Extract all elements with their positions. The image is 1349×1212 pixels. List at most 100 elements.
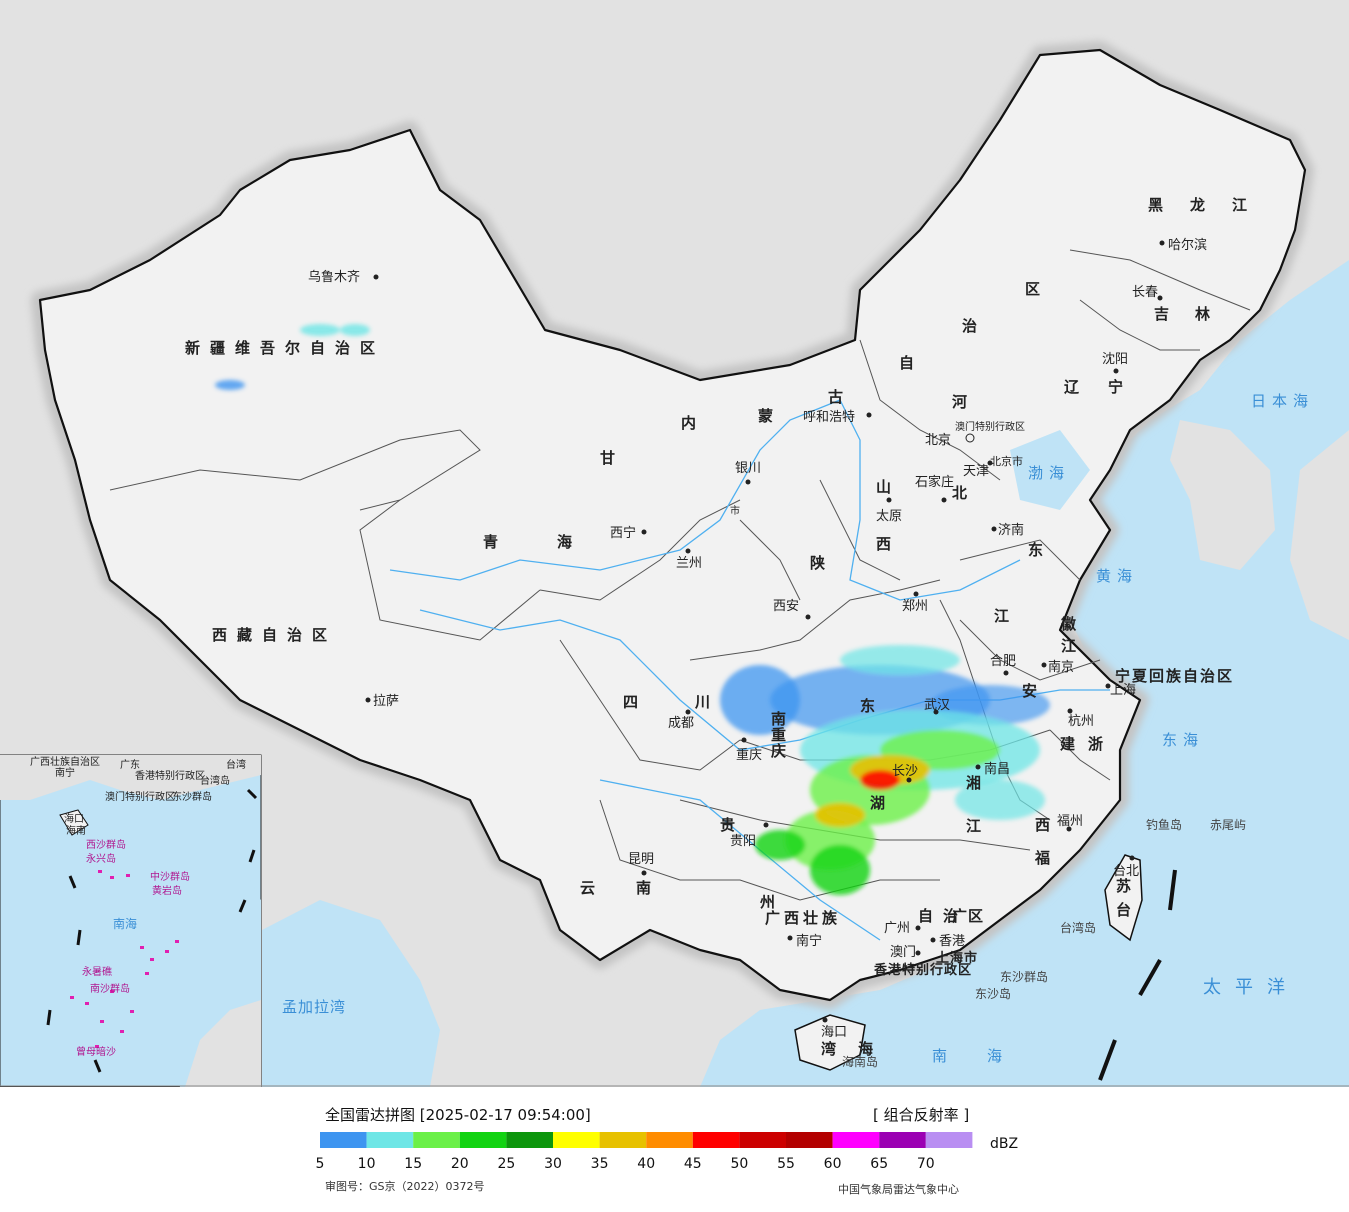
product-label: [ 组合反射率 ] — [873, 1106, 969, 1124]
color-scale-ticks: 5 10 15 20 25 30 35 40 45 50 55 60 65 70 — [316, 1156, 935, 1172]
label-hai-hn: 湾 — [821, 1040, 846, 1058]
city-nanchang: 南昌 — [984, 761, 1010, 777]
label-he-hb: 河 — [952, 393, 977, 411]
label-shanghai: 宁夏回族自治区 — [1115, 667, 1234, 685]
label-shaan: 陕 — [810, 554, 835, 572]
color-swatch — [506, 1132, 553, 1148]
label-gui: 贵 — [720, 816, 745, 834]
inset-yongshu: 永暑礁 — [82, 965, 112, 978]
inset-hainan: 海南 — [66, 824, 86, 837]
city-dots — [365, 240, 1165, 1023]
color-swatch — [832, 1132, 880, 1148]
label-ning: 宁 — [1108, 378, 1133, 396]
label-xinjiang: 新疆维吾尔自治区 — [185, 339, 385, 357]
color-swatch — [879, 1132, 926, 1148]
label-lin: 林 — [1195, 305, 1220, 323]
sea-japan: 日本海 — [1251, 392, 1314, 410]
label-hai: 海 — [557, 533, 582, 551]
inset-nanning: 南宁 — [55, 766, 75, 779]
color-swatch — [366, 1132, 414, 1148]
inset-huangyan: 黄岩岛 — [152, 884, 182, 897]
label-xiang: 湖 — [870, 794, 895, 812]
inset-haikou: 海口 — [64, 812, 84, 825]
city-chongqing: 重庆 — [736, 747, 762, 763]
label-jian: 福 — [1034, 849, 1060, 867]
sea-huanghai: 黄海 — [1096, 567, 1138, 585]
label-tianjin: 北京市 — [990, 454, 1023, 468]
inset-yongxing: 永兴岛 — [86, 852, 116, 865]
city-changchun: 长春 — [1132, 285, 1158, 300]
unit-label: dBZ — [990, 1136, 1018, 1152]
island-dongsha-dao: 东沙岛 — [975, 986, 1011, 1001]
label-qing: 青 — [483, 533, 508, 551]
label-an: 江 — [994, 607, 1019, 625]
sea-bohai: 渤海 — [1028, 464, 1070, 482]
radar-echoes — [215, 324, 1050, 895]
sea-nanhai: 南海 — [932, 1047, 1042, 1065]
legend-title: 全国雷达拼图 [2025-02-17 09:54:00] — [325, 1106, 591, 1124]
color-swatch — [925, 1132, 973, 1148]
tick-label: 35 — [591, 1156, 609, 1172]
inset-nansha: 南沙群岛 — [90, 982, 130, 995]
label-jiang-hlj: 江 — [1232, 196, 1257, 214]
label-qu: 区 — [1025, 280, 1050, 298]
inset-zhongsha: 中沙群岛 — [150, 870, 190, 883]
city-hangzhou: 杭州 — [1068, 714, 1094, 729]
label-ji: 吉 — [1154, 305, 1179, 323]
label-hk: 上海市 — [936, 950, 978, 966]
label-jiang-zj: 浙 — [1088, 735, 1113, 753]
label-guangxi: 州 — [759, 893, 779, 911]
label-nan-hn: 海 — [858, 1040, 883, 1058]
inset-macau: 澳门特别行政区 — [105, 790, 175, 803]
city-taiyuan: 太原 — [876, 509, 902, 524]
city-shijiazhuang: 石家庄 — [915, 474, 954, 490]
tick-label: 40 — [637, 1156, 655, 1172]
city-guiyang: 贵阳 — [730, 834, 756, 849]
credit: 中国气象局雷达气象中心 — [838, 1182, 959, 1196]
label-wan: 台 — [1116, 901, 1141, 919]
label-hei: 黑 — [1148, 196, 1173, 214]
tick-label: 25 — [497, 1156, 515, 1172]
inset-guangdong: 广东 — [120, 758, 140, 771]
inset-taiwan-dao: 台湾岛 — [200, 774, 230, 787]
tick-label: 45 — [684, 1156, 702, 1172]
city-nanjing: 南京 — [1048, 659, 1074, 675]
tick-label: 20 — [451, 1156, 469, 1172]
tick-label: 70 — [917, 1156, 935, 1172]
label-tai: 苏 — [1116, 877, 1141, 895]
city-nanning: 南宁 — [796, 933, 822, 949]
label-zhe: 建 — [1060, 735, 1085, 753]
label-gan: 甘 — [600, 449, 625, 467]
city-shanghai: 上海 — [1110, 683, 1136, 698]
city-beijing: 北京 — [925, 433, 951, 448]
label-ningxia: 市 — [728, 504, 740, 516]
label-macau: 香港特别行政区 — [873, 962, 972, 978]
inset-xisha: 西沙群岛 — [86, 838, 126, 851]
label-hui: 安 — [1022, 682, 1047, 700]
island-chiwei: 赤尾屿 — [1210, 818, 1246, 832]
inset-guangxi: 广西壮族自治区 — [30, 755, 100, 768]
label-nei: 内 — [681, 414, 706, 432]
color-swatch — [739, 1132, 786, 1148]
city-hohhot: 呼和浩特 — [803, 410, 855, 425]
label-bei-hb: 北 — [952, 484, 977, 502]
city-fuzhou: 福州 — [1057, 814, 1083, 829]
city-guangzhou: 广州 — [884, 921, 910, 936]
city-chengdu: 成都 — [668, 716, 694, 731]
label-shan-sx: 山 — [876, 478, 901, 496]
legend-panel: 全国雷达拼图 [2025-02-17 09:54:00] [ 组合反射率 ] 5… — [0, 1087, 1349, 1208]
label-zhong: 南 — [771, 710, 796, 728]
city-lanzhou: 兰州 — [676, 556, 702, 571]
label-si: 四 — [623, 693, 648, 711]
radar-map: 新疆维吾尔自治区 西藏自治区 青 海 甘 内 蒙 古 自 治 区 黑 龙 江 吉… — [0, 0, 1349, 1087]
city-wuhan: 武汉 — [924, 698, 950, 713]
sea-pacific: 太平洋 — [1203, 977, 1299, 998]
tick-label: 60 — [824, 1156, 842, 1172]
city-hefei: 合肥 — [990, 654, 1016, 669]
label-jiang-js: 徽 — [1060, 615, 1086, 633]
sea-labels: 日本海 渤海 黄海 东海 南海 太平洋 孟加拉湾 — [282, 392, 1314, 1065]
color-scale — [320, 1132, 973, 1148]
inset-dongsha: 东沙群岛 — [172, 790, 212, 803]
city-xian: 西安 — [773, 599, 799, 614]
label-zhi: 治 — [962, 317, 987, 335]
